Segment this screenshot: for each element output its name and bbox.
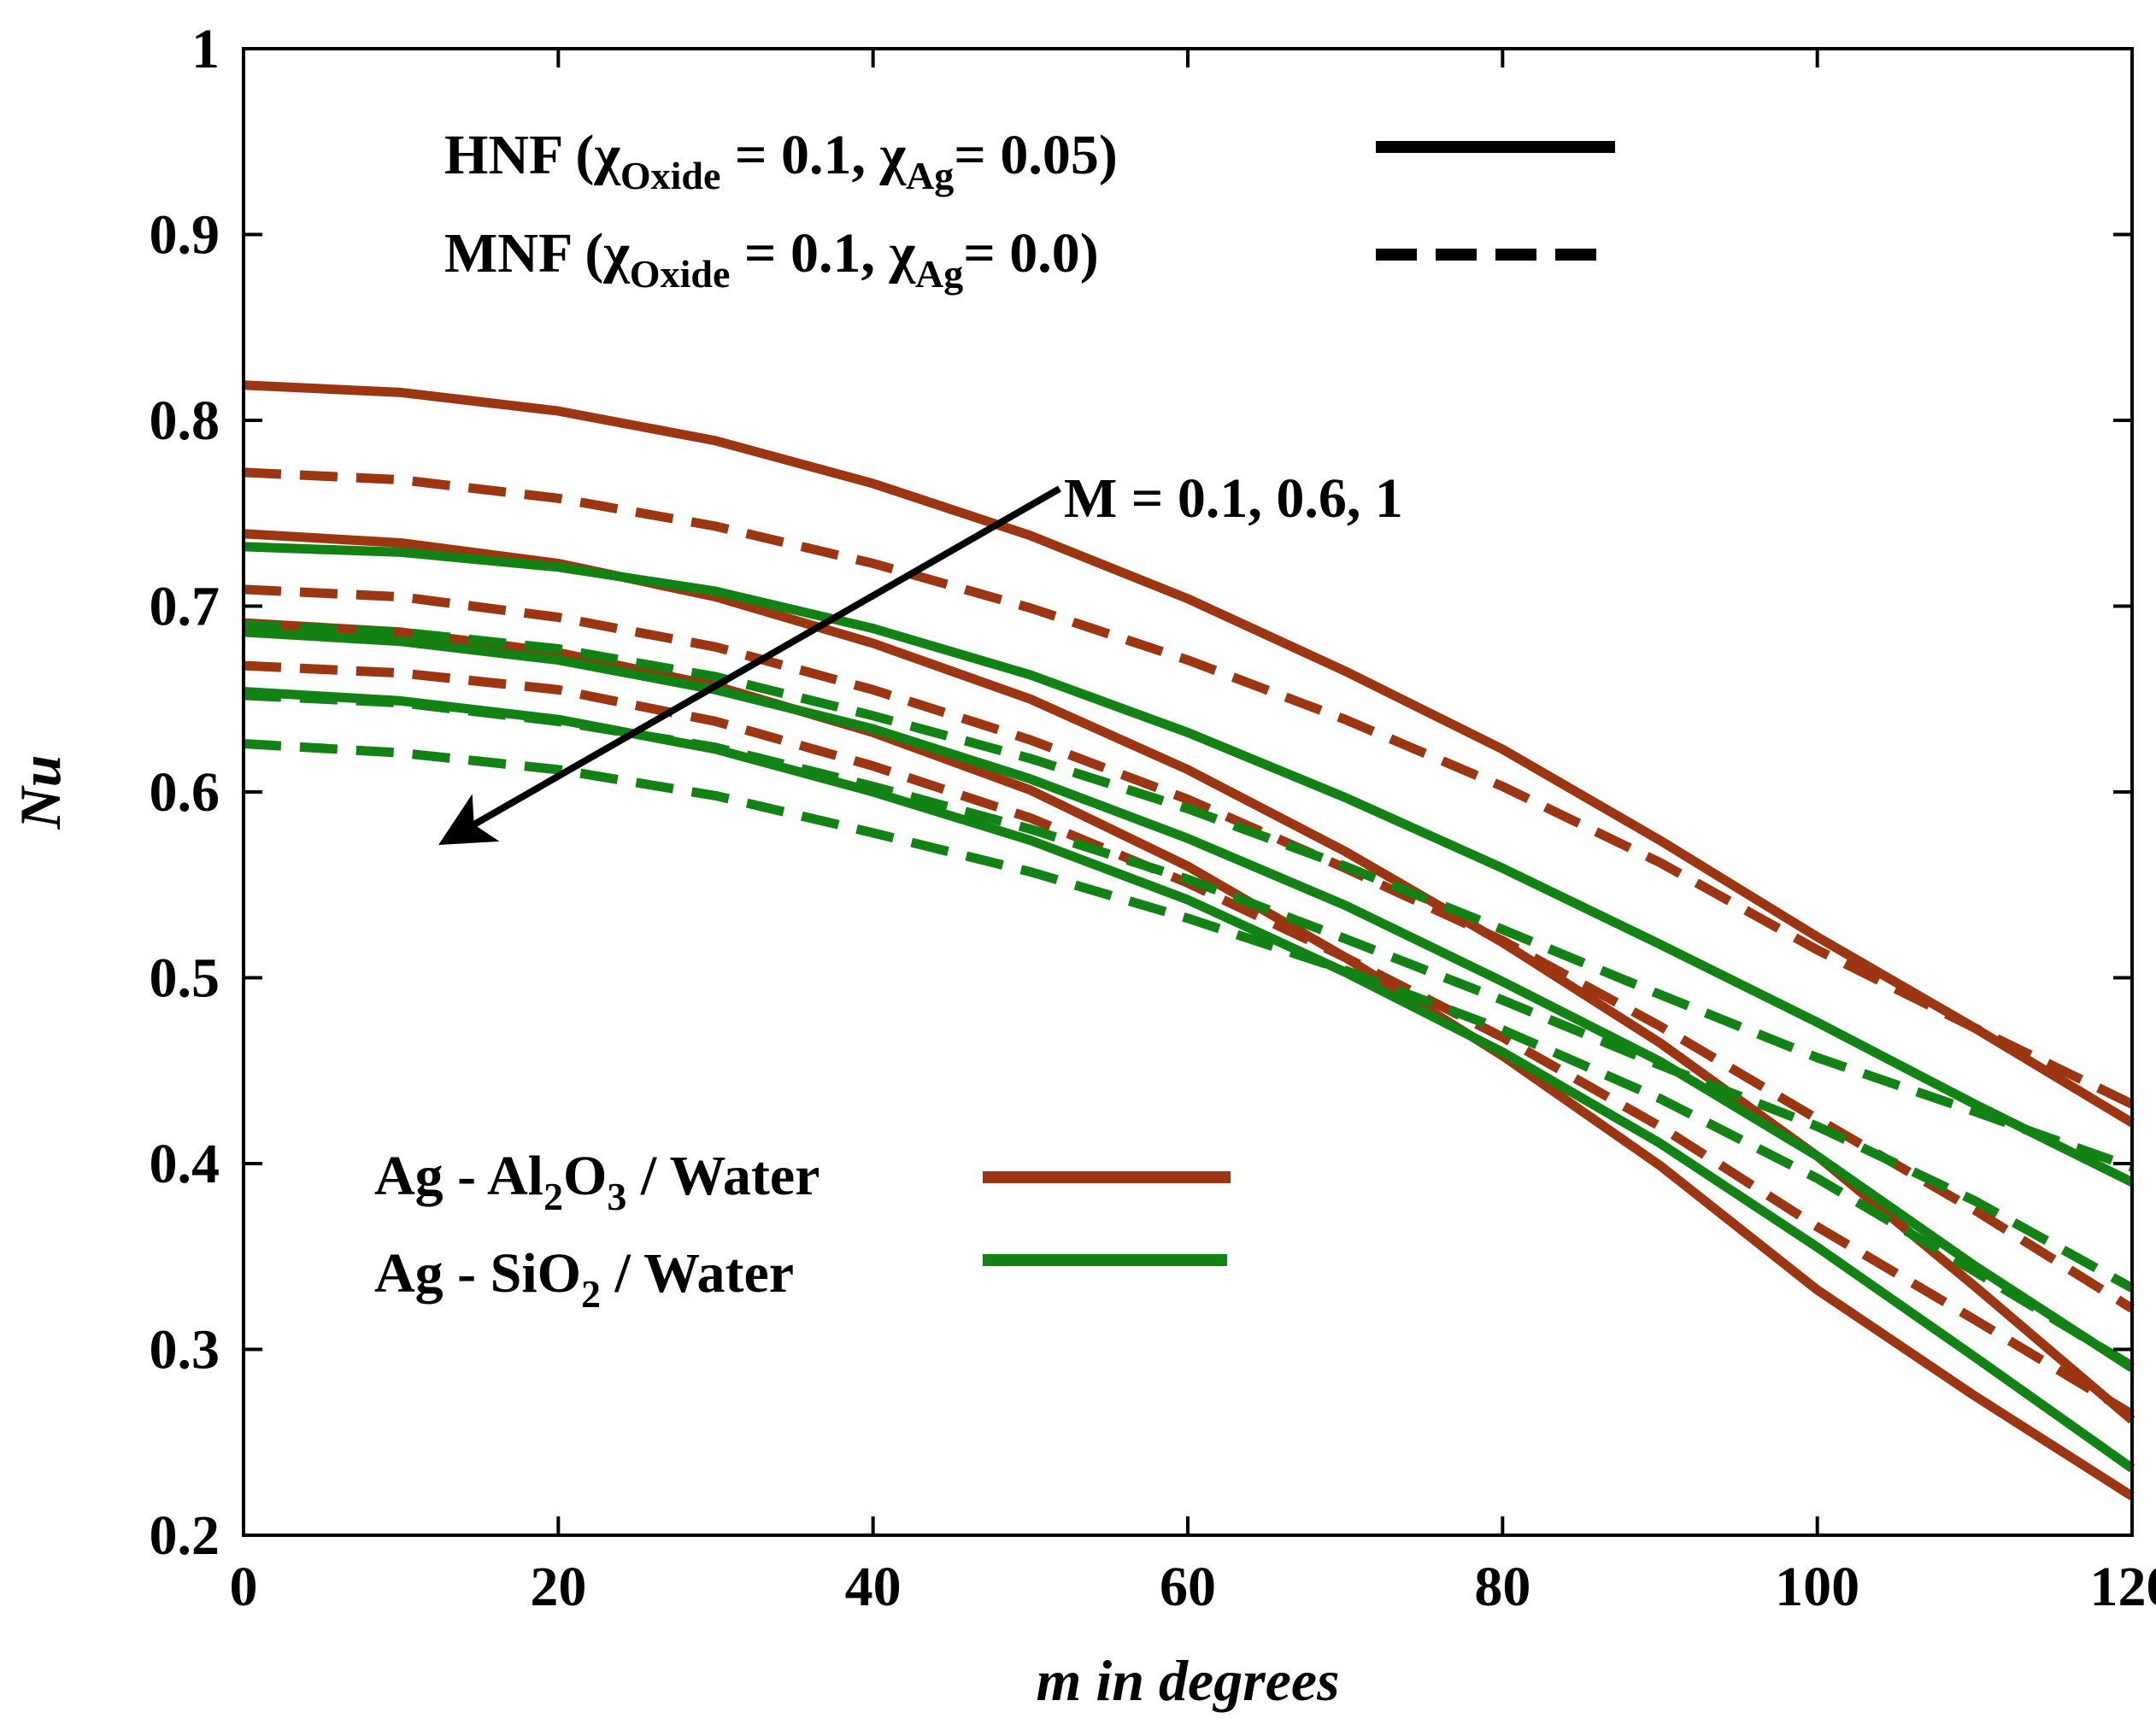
x-tick-label: 0: [230, 1556, 258, 1618]
x-tick-label: 80: [1474, 1556, 1530, 1618]
annotation-m-trend: M = 0.1, 0.6, 1: [438, 467, 1403, 845]
y-tick-label: 1: [191, 18, 220, 80]
series-line-al2o3-hnf-m0p1: [243, 380, 2135, 1127]
plot-area: [243, 380, 2135, 1500]
x-tick-label: 120: [2090, 1556, 2156, 1618]
legend-sio2-label: Ag - SiO2 / Water: [374, 1242, 794, 1316]
y-tick-label: 0.2: [150, 1504, 220, 1567]
series-line-sio2-hnf-m0p6: [243, 627, 2135, 1372]
x-tick-label: 40: [845, 1556, 902, 1618]
x-tick-label: 20: [530, 1556, 586, 1618]
y-tick-label: 0.3: [150, 1319, 220, 1381]
y-axis-title: Nu: [8, 755, 73, 830]
series-line-sio2-hnf-m0p1: [243, 542, 2135, 1187]
series-line-al2o3-mnf-m0p1: [243, 467, 2135, 1109]
legend-line-style: HNF (χOxide = 0.1, χAg= 0.05) MNF (χOxid…: [444, 124, 1615, 296]
series-line-sio2-mnf-m0p1: [243, 619, 2134, 1172]
legend-hnf-label: HNF (χOxide = 0.1, χAg= 0.05): [444, 124, 1118, 197]
tick-label-layer: 0 20 40 60 80 100 120 0.2 0.3 0.4 0.5 0.6 0.7 0.8 0.9 1: [150, 18, 2156, 1618]
y-tick-label: 0.9: [150, 204, 220, 267]
y-tick-label: 0.8: [150, 390, 220, 452]
x-tick-label: 100: [1775, 1556, 1859, 1618]
annotation-label: M = 0.1, 0.6, 1: [1064, 467, 1403, 530]
series-line-sio2-hnf-m1: [243, 687, 2135, 1473]
y-tick-label: 0.6: [150, 761, 220, 824]
y-tick-label: 0.4: [150, 1133, 220, 1195]
legend-mnf-label: MNF (χOxide = 0.1, χAg= 0.0): [444, 222, 1099, 296]
x-axis-title: m in degrees: [1036, 1648, 1339, 1713]
annotation-arrow: [438, 485, 1061, 845]
y-tick-label: 0.5: [150, 947, 220, 1010]
tick-layer: [242, 47, 2134, 1537]
series-line-al2o3-mnf-m0p6: [243, 584, 2135, 1313]
x-tick-label: 60: [1160, 1556, 1216, 1618]
series-line-sio2-mnf-m1: [243, 739, 2135, 1370]
y-tick-label: 0.7: [150, 576, 220, 638]
legend-al2o3-label: Ag - Al2O3 / Water: [374, 1145, 820, 1218]
series-layer: [243, 380, 2135, 1500]
legend-fluid-color: Ag - Al2O3 / Water Ag - SiO2 / Water: [374, 1145, 1231, 1316]
